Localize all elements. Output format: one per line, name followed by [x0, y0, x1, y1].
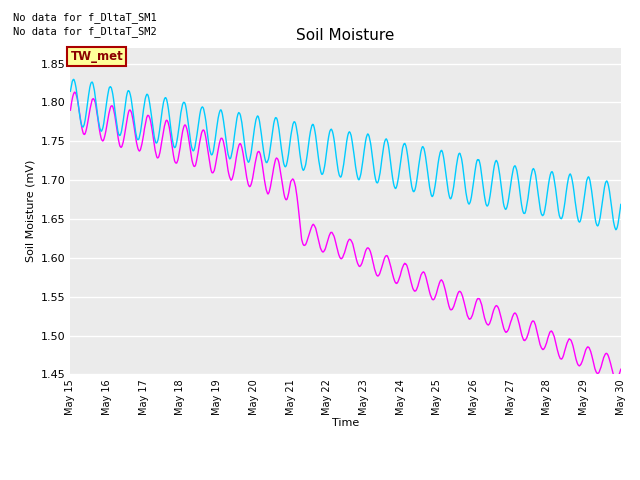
CS615_SM1: [409, 286, 417, 292]
Text: TW_met: TW_met: [70, 49, 123, 63]
CS615_SM1: [70, 89, 78, 95]
CS615_SM1: [220, 143, 228, 148]
Title: Soil Moisture: Soil Moisture: [296, 28, 395, 43]
CS615_SM2: [617, 202, 625, 207]
CS615_SM2: [70, 76, 77, 82]
Text: No data for f_DltaT_SM1: No data for f_DltaT_SM1: [13, 12, 157, 23]
CS615_SM1: [67, 108, 74, 113]
CS615_SM1: [399, 263, 407, 268]
CS615_SM1: [617, 367, 625, 372]
CS615_SM1: [612, 377, 620, 383]
CS615_SM2: [409, 188, 417, 194]
CS615_SM2: [399, 143, 407, 148]
Text: No data for f_DltaT_SM2: No data for f_DltaT_SM2: [13, 26, 157, 37]
CS615_SM2: [565, 175, 573, 180]
CS615_SM1: [184, 134, 192, 140]
X-axis label: Time: Time: [332, 418, 359, 428]
CS615_SM2: [184, 122, 192, 128]
Y-axis label: Soil Moisture (mV): Soil Moisture (mV): [25, 160, 35, 263]
CS615_SM1: [565, 336, 573, 342]
CS615_SM1: [617, 366, 625, 372]
CS615_SM2: [220, 123, 228, 129]
CS615_SM2: [612, 227, 620, 233]
Line: CS615_SM2: CS615_SM2: [70, 79, 621, 230]
CS615_SM2: [617, 203, 625, 208]
CS615_SM2: [67, 88, 74, 94]
Line: CS615_SM1: CS615_SM1: [70, 92, 621, 380]
